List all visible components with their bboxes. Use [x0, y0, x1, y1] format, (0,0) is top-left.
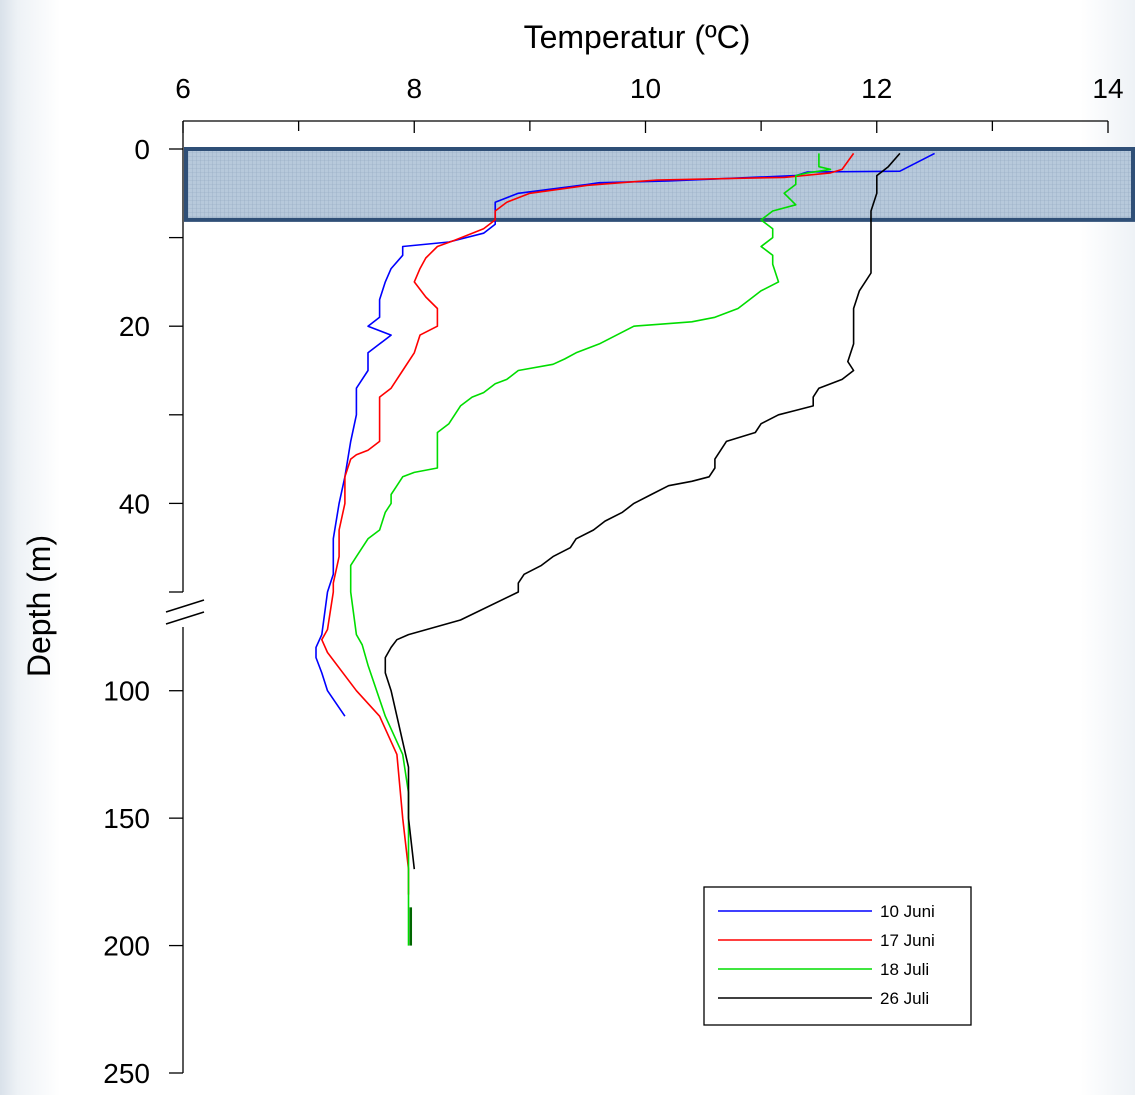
x-axis-title: Temperatur (ºC): [524, 19, 751, 55]
series-line-18-juli: [349, 153, 832, 946]
y-tick-label: 250: [103, 1058, 150, 1089]
legend-label: 26 Juli: [880, 989, 929, 1008]
x-tick-label: 12: [861, 73, 892, 104]
axis-break-mark: [165, 599, 205, 613]
series-line-17-juni: [320, 152, 855, 895]
legend-label: 18 Juli: [880, 960, 929, 979]
y-tick-label: 20: [119, 311, 150, 342]
x-tick-label: 14: [1092, 73, 1123, 104]
x-tick-label: 8: [406, 73, 422, 104]
y-axis-title: Depth (m): [21, 535, 57, 677]
y-tick-label: 100: [103, 676, 150, 707]
series-line-10-juni: [315, 152, 935, 717]
x-tick-label: 6: [175, 73, 191, 104]
y-tick-label: 40: [119, 488, 150, 519]
series-line-26-juli: [384, 152, 901, 870]
y-tick-label: 150: [103, 803, 150, 834]
surface-layer-band: [184, 147, 1135, 222]
legend-label: 17 Juni: [880, 931, 935, 950]
legend-box: [703, 886, 972, 1026]
y-tick-label: 200: [103, 931, 150, 962]
axis-break-mark: [165, 611, 205, 625]
y-tick-label: 0: [134, 134, 150, 165]
legend-label: 10 Juni: [880, 902, 935, 921]
x-tick-label: 10: [630, 73, 661, 104]
